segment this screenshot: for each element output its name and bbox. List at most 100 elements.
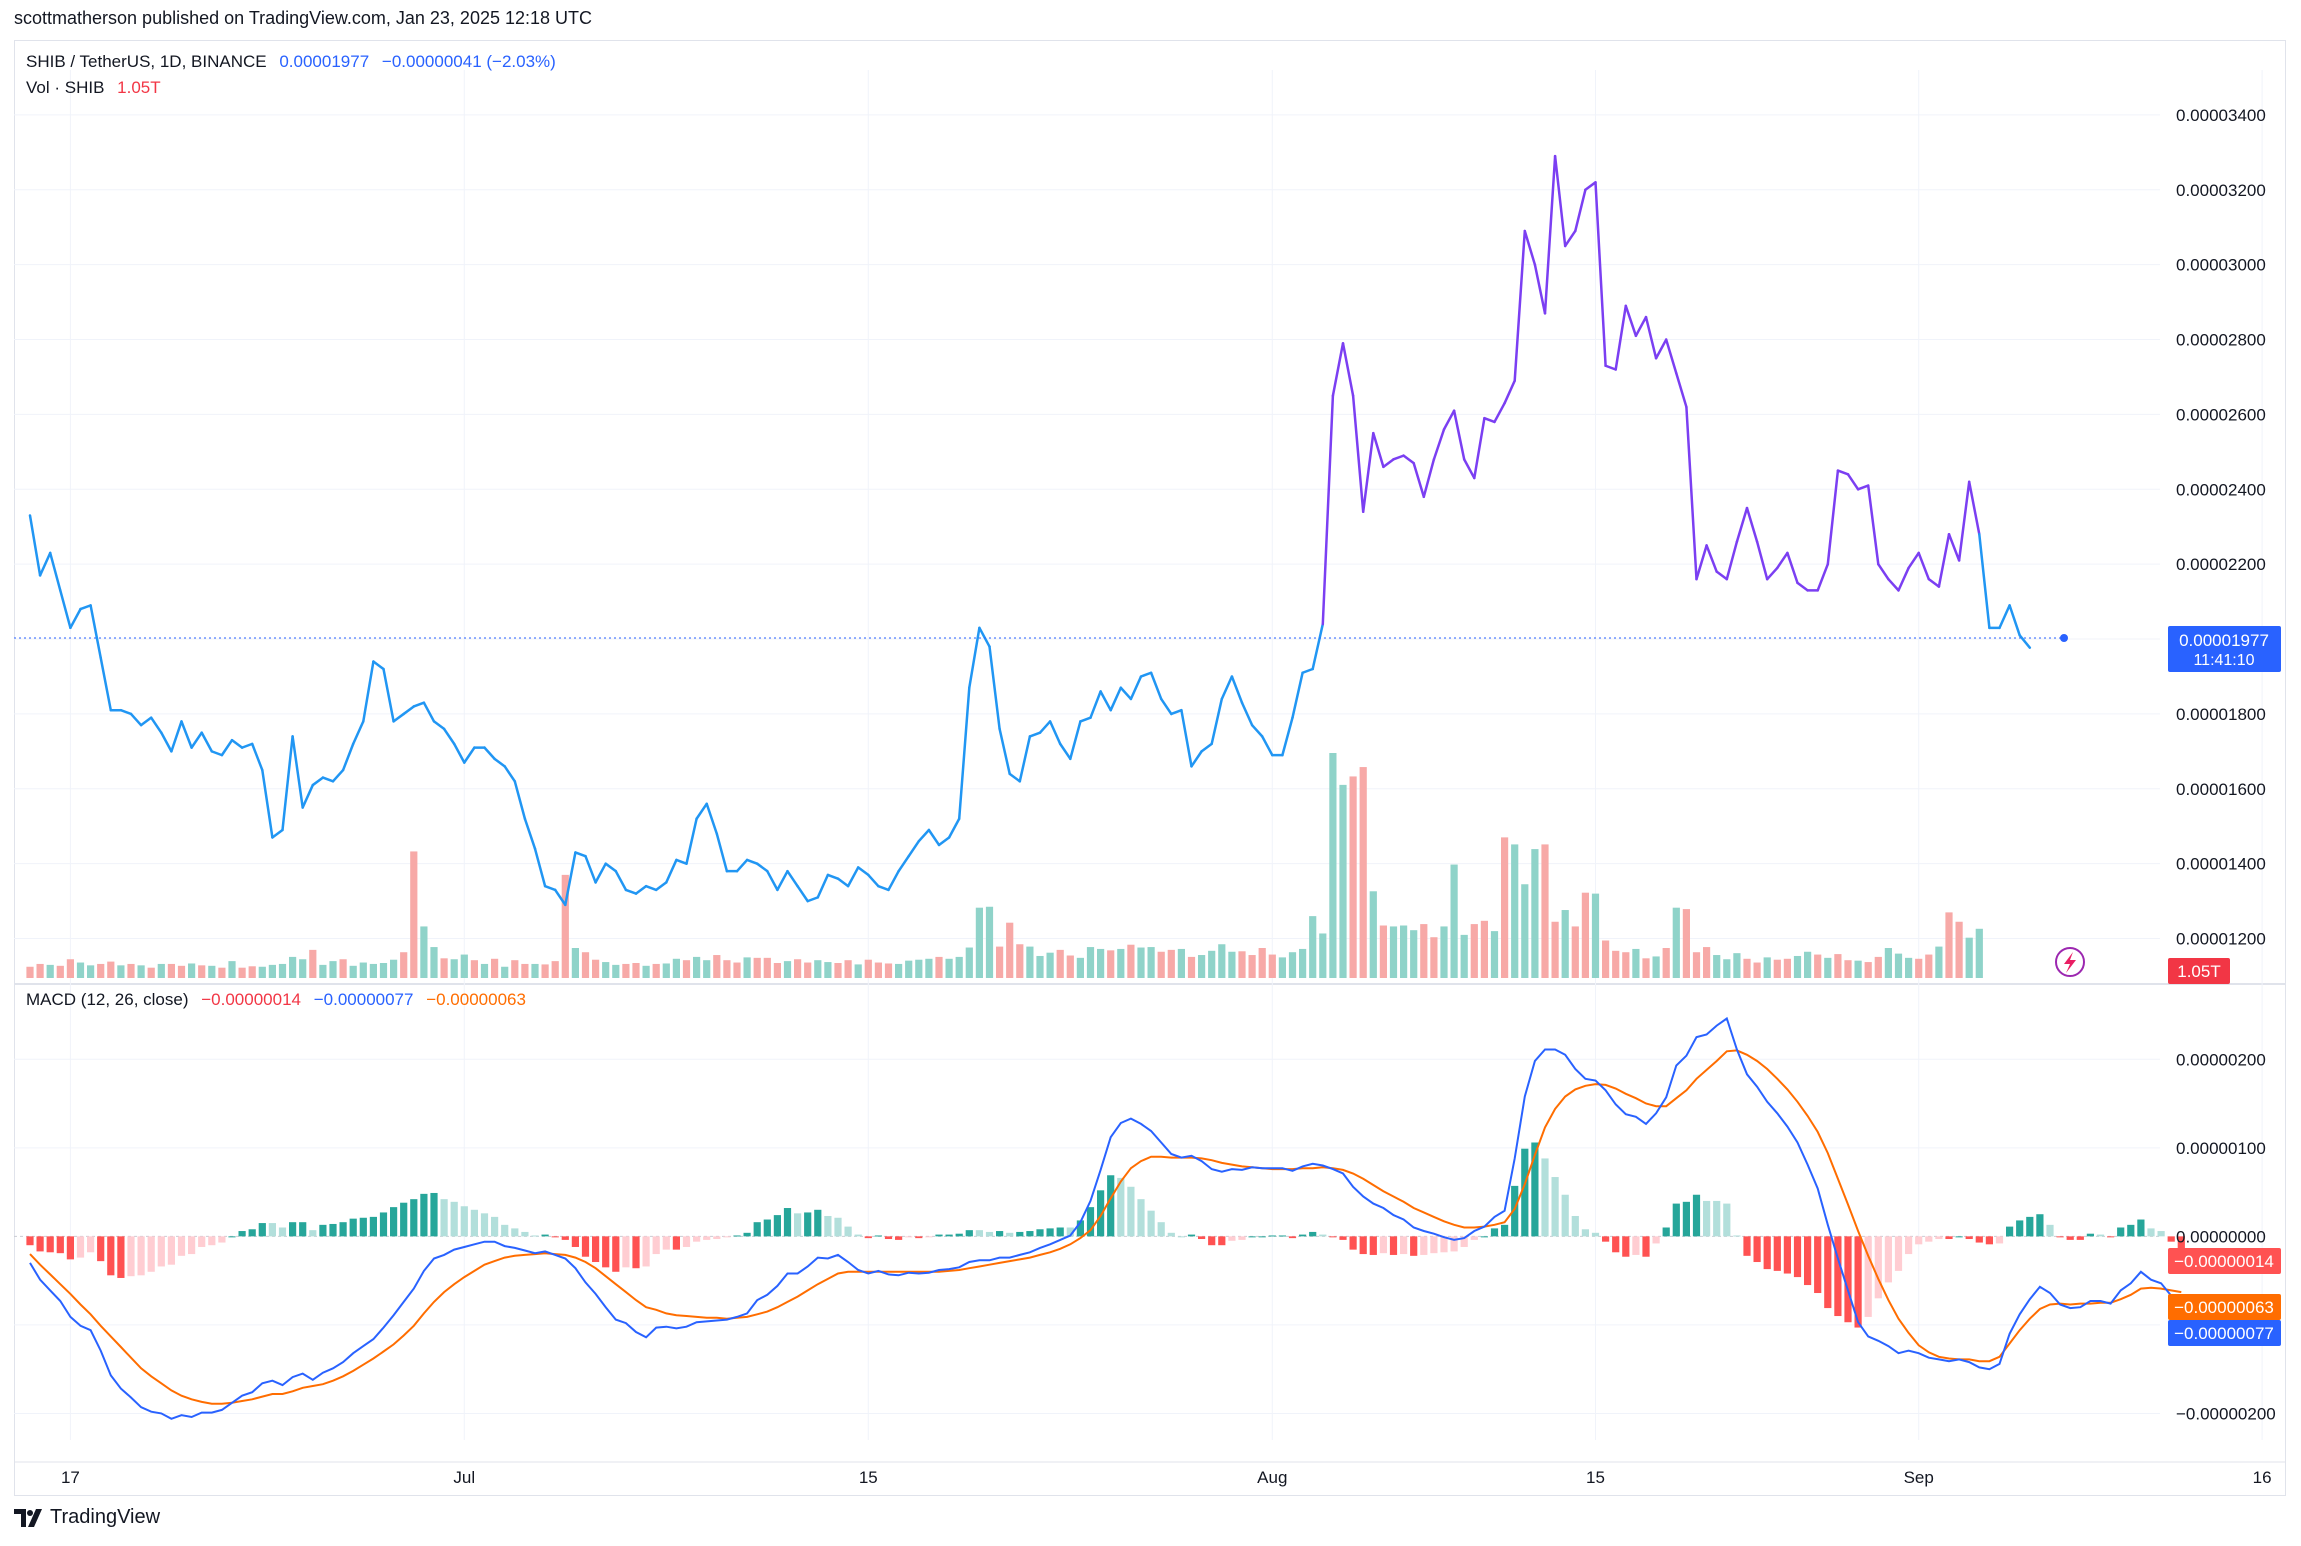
volume-bar — [1844, 960, 1852, 978]
macd-histogram-bar — [1329, 1236, 1337, 1238]
volume-label[interactable]: Vol · SHIB — [26, 78, 105, 97]
price-line-segment — [1230, 675, 1244, 704]
macd-histogram-bar — [1511, 1185, 1519, 1237]
price-line-segment — [867, 873, 880, 888]
volume-bar — [66, 959, 74, 978]
macd-histogram-bar — [400, 1202, 408, 1237]
price-line-segment — [574, 851, 587, 858]
volume-bar — [905, 960, 913, 978]
volume-bar — [228, 961, 236, 978]
macd-line-value: −0.00000077 — [313, 990, 414, 1009]
price-line-segment — [1584, 181, 1597, 192]
volume-bar — [107, 961, 115, 978]
macd-histogram-bar — [1218, 1236, 1226, 1246]
macd-histogram-bar — [1571, 1215, 1579, 1237]
volume-bar — [814, 960, 822, 978]
macd-histogram-bar — [36, 1236, 44, 1252]
price-line-segment — [160, 731, 173, 753]
price-line-segment — [372, 660, 385, 671]
macd-histogram-bar — [713, 1236, 721, 1240]
price-line-segment — [38, 551, 52, 577]
volume-bar — [400, 952, 408, 978]
macd-histogram-bar — [1743, 1236, 1751, 1256]
price-line-segment — [1866, 484, 1880, 566]
macd-histogram-bar — [268, 1223, 276, 1237]
price-line-segment — [1351, 394, 1365, 514]
price-line-segment — [604, 862, 618, 873]
volume-bar — [945, 958, 953, 978]
price-tick-label: 0.00001800 — [2176, 705, 2266, 724]
volume-bar — [26, 966, 34, 978]
volume-bar — [1541, 844, 1549, 978]
price-line-segment — [99, 656, 113, 712]
lightning-icon[interactable] — [2055, 947, 2085, 977]
macd-line-badge[interactable]: −0.00000077 — [2168, 1320, 2281, 1346]
price-line-segment — [1180, 708, 1193, 768]
volume-badge-value: 1.05T — [2177, 962, 2220, 981]
price-tick-label: 0.00001600 — [2176, 780, 2266, 799]
price-line-segment — [1159, 697, 1173, 716]
macd-label[interactable]: MACD (12, 26, close) — [26, 990, 189, 1009]
volume-bar — [177, 965, 186, 978]
volume-bar — [1076, 957, 1084, 978]
price-line-segment — [1452, 409, 1466, 461]
price-line-segment — [1826, 469, 1840, 566]
macd-histogram-bar — [46, 1236, 54, 1253]
macd-histogram-bar — [228, 1236, 236, 1238]
macd-histogram-bar — [1076, 1220, 1084, 1237]
macd-histogram-bar — [198, 1236, 206, 1247]
volume-bar — [329, 961, 337, 978]
price-line-segment — [816, 873, 830, 899]
volume-bar — [278, 963, 287, 978]
macd-histogram-bar — [884, 1236, 893, 1240]
macd-histogram-bar — [1723, 1203, 1731, 1237]
volume-bar — [622, 963, 630, 978]
macd-tick-label: −0.00000200 — [2176, 1404, 2276, 1423]
macd-histogram-bar — [955, 1233, 963, 1237]
volume-bar — [1460, 934, 1468, 978]
macd-histogram-bar — [1369, 1236, 1377, 1255]
volume-bar — [1066, 955, 1074, 978]
volume-bar — [511, 960, 519, 978]
macd-histogram — [26, 1142, 2185, 1328]
macd-signal-value: −0.00000063 — [426, 990, 526, 1009]
price-line-segment — [220, 738, 234, 757]
macd-histogram-bar — [1107, 1175, 1115, 1237]
macd-hist-value: −0.00000014 — [201, 990, 301, 1009]
time-tick-label: Sep — [1904, 1468, 1934, 1487]
macd-histogram-bar — [2086, 1233, 2094, 1237]
price-line-segment — [1887, 577, 1900, 592]
footer-brand[interactable]: TradingView — [14, 1506, 160, 1529]
price-line-segment — [1796, 581, 1809, 592]
macd-histogram-bar — [1874, 1236, 1882, 1299]
volume-badge[interactable]: 1.05T — [2168, 958, 2230, 984]
volume-bar — [1228, 951, 1236, 978]
volume-bar — [309, 949, 317, 978]
macd-histogram-bar — [319, 1224, 327, 1237]
price-line-segment — [1735, 506, 1749, 543]
macd-histogram-bar — [1783, 1236, 1791, 1274]
volume-bar — [1632, 948, 1640, 978]
price-line-segment — [1998, 604, 2011, 630]
macd-histogram-bar — [87, 1236, 95, 1253]
price-line-segment — [1170, 708, 1183, 716]
price-line-segment — [351, 720, 365, 746]
price-line-segment — [1200, 742, 1213, 753]
macd-histogram-bar — [1591, 1232, 1600, 1237]
macd-hist-badge-value: −0.00000014 — [2174, 1252, 2274, 1271]
macd-histogram-bar — [289, 1222, 297, 1237]
macd-signal-badge[interactable]: −0.00000063 — [2168, 1294, 2281, 1320]
volume-bar — [1238, 951, 1246, 978]
volume-bar — [1440, 926, 1448, 978]
price-badge[interactable]: 0.00001977 11:41:10 — [2168, 626, 2281, 672]
volume-bar — [1026, 946, 1034, 978]
macd-hist-badge[interactable]: −0.00000014 — [2168, 1248, 2281, 1274]
macd-histogram-bar — [2096, 1234, 2105, 1237]
symbol-label[interactable]: SHIB / TetherUS, 1D, BINANCE — [26, 52, 267, 71]
macd-tick-label: 0.00000100 — [2176, 1139, 2266, 1158]
macd-histogram-bar — [1248, 1236, 1256, 1238]
price-line-segment — [432, 720, 446, 731]
volume-bar — [319, 964, 327, 978]
price-line-segment — [675, 858, 688, 865]
